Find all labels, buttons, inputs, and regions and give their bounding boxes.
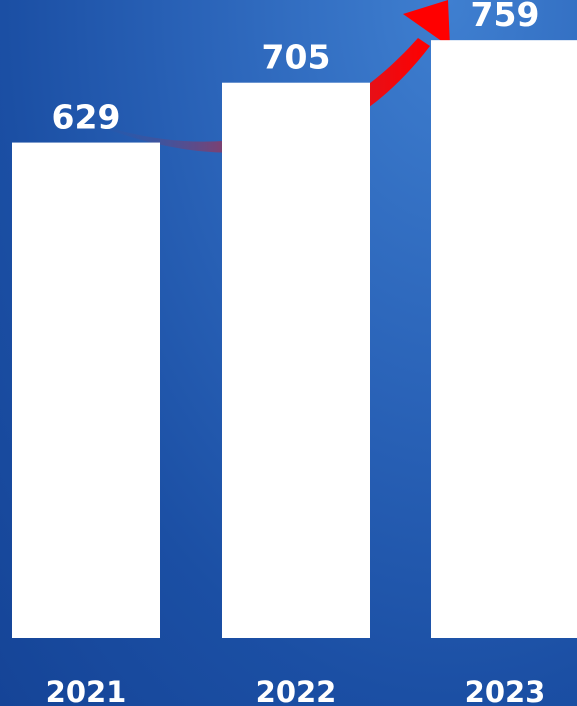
bar-2023 xyxy=(431,40,577,638)
category-label-2021: 2021 xyxy=(46,675,127,706)
value-label-2021: 629 xyxy=(52,98,121,137)
category-label-2023: 2023 xyxy=(465,675,546,706)
bar-2022 xyxy=(222,83,370,638)
value-label-2023: 759 xyxy=(471,0,540,34)
category-label-2022: 2022 xyxy=(256,675,337,706)
category-labels: 2021 2022 2023 xyxy=(46,675,546,706)
bar-2021 xyxy=(12,143,160,638)
value-label-2022: 705 xyxy=(262,38,331,77)
trend-arrow-head xyxy=(403,0,450,47)
